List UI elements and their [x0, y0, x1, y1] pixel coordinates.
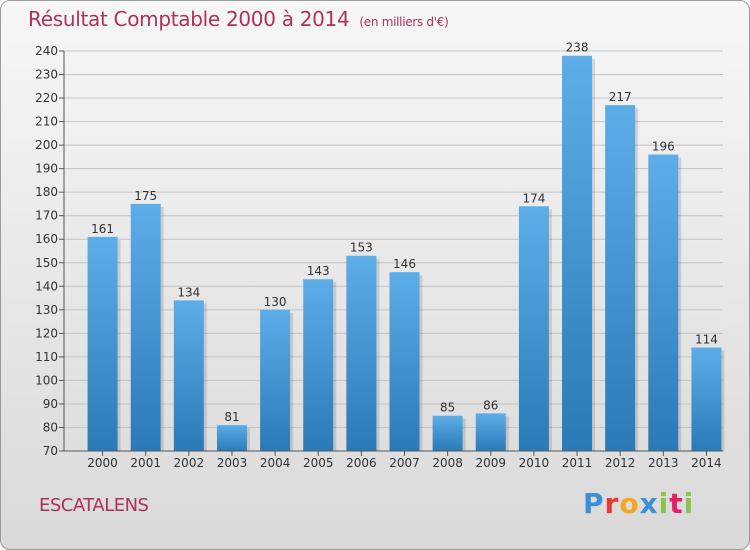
x-tick-label-2000: 2000	[87, 456, 118, 470]
y-tick-label: 190	[35, 162, 58, 176]
bar-2002	[173, 300, 204, 451]
data-label-2011: 238	[566, 41, 589, 55]
bar-2006	[346, 255, 377, 451]
y-tick-label: 150	[35, 256, 58, 270]
bar-2010	[518, 206, 549, 451]
bar-2004	[260, 309, 291, 451]
data-label-2006: 153	[350, 241, 373, 255]
data-label-2007: 146	[393, 257, 416, 271]
y-tick-label: 140	[35, 279, 58, 293]
y-tick-label: 200	[35, 138, 58, 152]
y-tick-label: 220	[35, 91, 58, 105]
bar-2012	[605, 105, 636, 451]
logo-letter: t	[669, 487, 684, 520]
data-label-2002: 134	[177, 285, 200, 299]
bar-2014	[691, 347, 722, 451]
bar-2011	[562, 55, 593, 452]
y-tick-label: 80	[43, 420, 58, 434]
y-tick-label: 130	[35, 303, 58, 317]
x-tick-label-2011: 2011	[562, 456, 593, 470]
x-tick-label-2003: 2003	[217, 456, 248, 470]
logo-letter: x	[639, 487, 659, 520]
y-tick-label: 160	[35, 232, 58, 246]
axes: 7080901001101201301401501601701801902002…	[35, 44, 723, 470]
data-label-2004: 130	[264, 295, 287, 309]
x-tick-label-2008: 2008	[432, 456, 463, 470]
bar-2000	[87, 236, 118, 451]
x-tick-label-2014: 2014	[691, 456, 722, 470]
data-label-2005: 143	[307, 264, 330, 278]
x-tick-label-2013: 2013	[648, 456, 679, 470]
bar-2008	[432, 415, 463, 451]
bar-2001	[130, 203, 161, 451]
logo-letter: i	[658, 487, 670, 520]
y-tick-label: 210	[35, 115, 58, 129]
x-tick-label-2009: 2009	[475, 456, 506, 470]
data-label-2014: 114	[695, 332, 718, 346]
y-tick-label: 90	[43, 397, 58, 411]
x-tick-label-2012: 2012	[605, 456, 636, 470]
y-tick-label: 230	[35, 68, 58, 82]
bar-2013	[648, 154, 679, 451]
chart-title-text: Résultat Comptable 2000 à 2014	[28, 7, 350, 31]
data-label-2009: 86	[483, 398, 498, 412]
x-tick-label-2005: 2005	[303, 456, 334, 470]
logo-letter: P	[583, 487, 605, 520]
bar-2003	[216, 425, 247, 451]
logo-letter: i	[683, 487, 695, 520]
data-label-2008: 85	[440, 401, 455, 415]
x-tick-label-2007: 2007	[389, 456, 420, 470]
bar-2005	[303, 279, 334, 451]
data-label-2013: 196	[652, 140, 675, 154]
bar-2007	[389, 272, 420, 451]
chart-title: Résultat Comptable 2000 à 2014 (en millie…	[28, 7, 449, 31]
logo-letter: r	[604, 487, 620, 520]
y-tick-label: 100	[35, 373, 58, 387]
x-tick-label-2001: 2001	[130, 456, 161, 470]
y-tick-label: 170	[35, 209, 58, 223]
logo-letter: o	[619, 487, 640, 520]
x-tick-label-2004: 2004	[260, 456, 291, 470]
y-tick-label: 240	[35, 44, 58, 58]
data-label-2003: 81	[224, 410, 239, 424]
y-tick-label: 70	[43, 444, 58, 458]
bar-2009	[475, 413, 506, 451]
y-tick-label: 110	[35, 350, 58, 364]
y-tick-label: 180	[35, 185, 58, 199]
bars: 161 175 134 81 130 143 153 146 85 86 174 238 217 196 1…	[87, 41, 725, 452]
data-label-2012: 217	[609, 90, 632, 104]
chart-subtitle: (en milliers d'€)	[359, 15, 449, 29]
data-label-2001: 175	[134, 189, 157, 203]
commune-name: ESCATALENS	[39, 495, 149, 516]
data-label-2010: 174	[522, 191, 545, 205]
y-tick-label: 120	[35, 326, 58, 340]
x-tick-label-2006: 2006	[346, 456, 377, 470]
x-tick-label-2010: 2010	[519, 456, 550, 470]
proxiti-logo: Proxiti	[583, 487, 694, 520]
data-label-2000: 161	[91, 222, 114, 236]
x-tick-label-2002: 2002	[174, 456, 205, 470]
